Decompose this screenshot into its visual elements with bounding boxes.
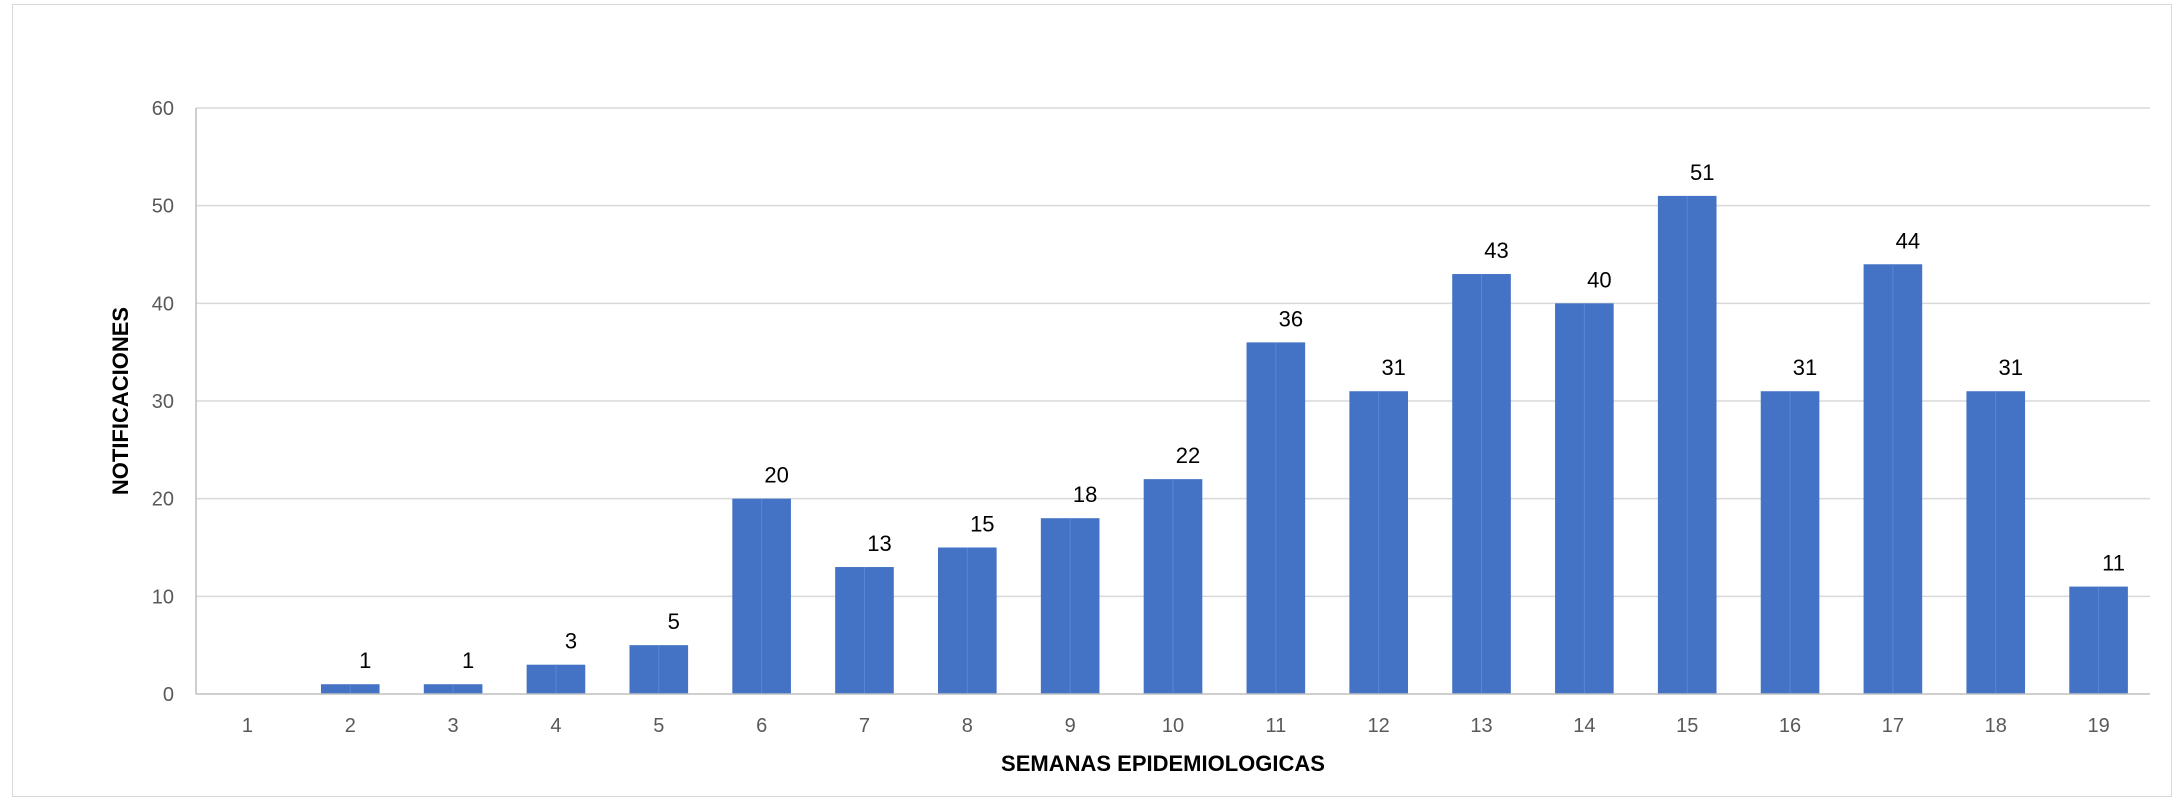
x-tick-label: 12: [1368, 715, 1390, 737]
data-label: 31: [1381, 355, 1405, 380]
data-label: 51: [1690, 160, 1714, 185]
x-tick-label: 9: [1065, 715, 1076, 737]
y-tick-label: 60: [152, 98, 174, 120]
x-axis-title: SEMANAS EPIDEMIOLOGICAS: [1001, 751, 1325, 776]
data-label: 13: [867, 531, 891, 556]
data-label: 22: [1176, 443, 1200, 468]
x-tick-label: 18: [1985, 715, 2007, 737]
x-tick-label: 8: [962, 715, 973, 737]
data-label: 1: [462, 648, 474, 673]
x-tick-label: 5: [653, 715, 664, 737]
data-label: 1: [359, 648, 371, 673]
data-label: 31: [1998, 355, 2022, 380]
x-tick-label: 19: [2087, 715, 2109, 737]
data-label: 18: [1073, 482, 1097, 507]
x-tick-label: 4: [550, 715, 561, 737]
data-label: 36: [1279, 306, 1303, 331]
x-tick-label: 17: [1882, 715, 1904, 737]
data-label: 43: [1484, 238, 1508, 263]
y-tick-label: 20: [152, 489, 174, 511]
x-tick-label: 16: [1779, 715, 1801, 737]
data-label: 44: [1896, 228, 1920, 253]
y-tick-label: 50: [152, 196, 174, 218]
gridlines: [196, 107, 2150, 598]
x-tick-label: 15: [1676, 715, 1698, 737]
x-tick-label: 10: [1162, 715, 1184, 737]
x-tick-label: 6: [756, 715, 767, 737]
x-tick-label: 14: [1573, 715, 1595, 737]
y-tick-label: 0: [163, 684, 174, 706]
y-tick-label: 30: [152, 391, 174, 413]
data-label: 40: [1587, 267, 1611, 292]
x-tick-label: 13: [1470, 715, 1492, 737]
x-tick-label: 1: [242, 715, 253, 737]
x-tick-label: 11: [1265, 715, 1286, 737]
x-tick-label: 2: [345, 715, 356, 737]
data-label: 3: [565, 629, 577, 654]
y-tick-label: 10: [152, 586, 174, 608]
y-axis-title: NOTIFICACIONES: [108, 307, 133, 495]
y-tick-labels: 0 10 20 30 40 50 60: [152, 98, 174, 706]
x-tick-labels: 1 2 3 4 5 6 7 8 9 10 11 12 13 14 15 16 17 18 19: [242, 715, 2110, 737]
bars: [320, 195, 2128, 694]
data-label: 5: [668, 609, 680, 634]
y-tick-label: 40: [152, 293, 174, 315]
data-label: 31: [1793, 355, 1817, 380]
data-label: 20: [764, 463, 788, 488]
data-label: 15: [970, 512, 994, 537]
data-label: 11: [2102, 551, 2125, 576]
x-tick-label: 7: [859, 715, 870, 737]
x-tick-label: 3: [448, 715, 459, 737]
